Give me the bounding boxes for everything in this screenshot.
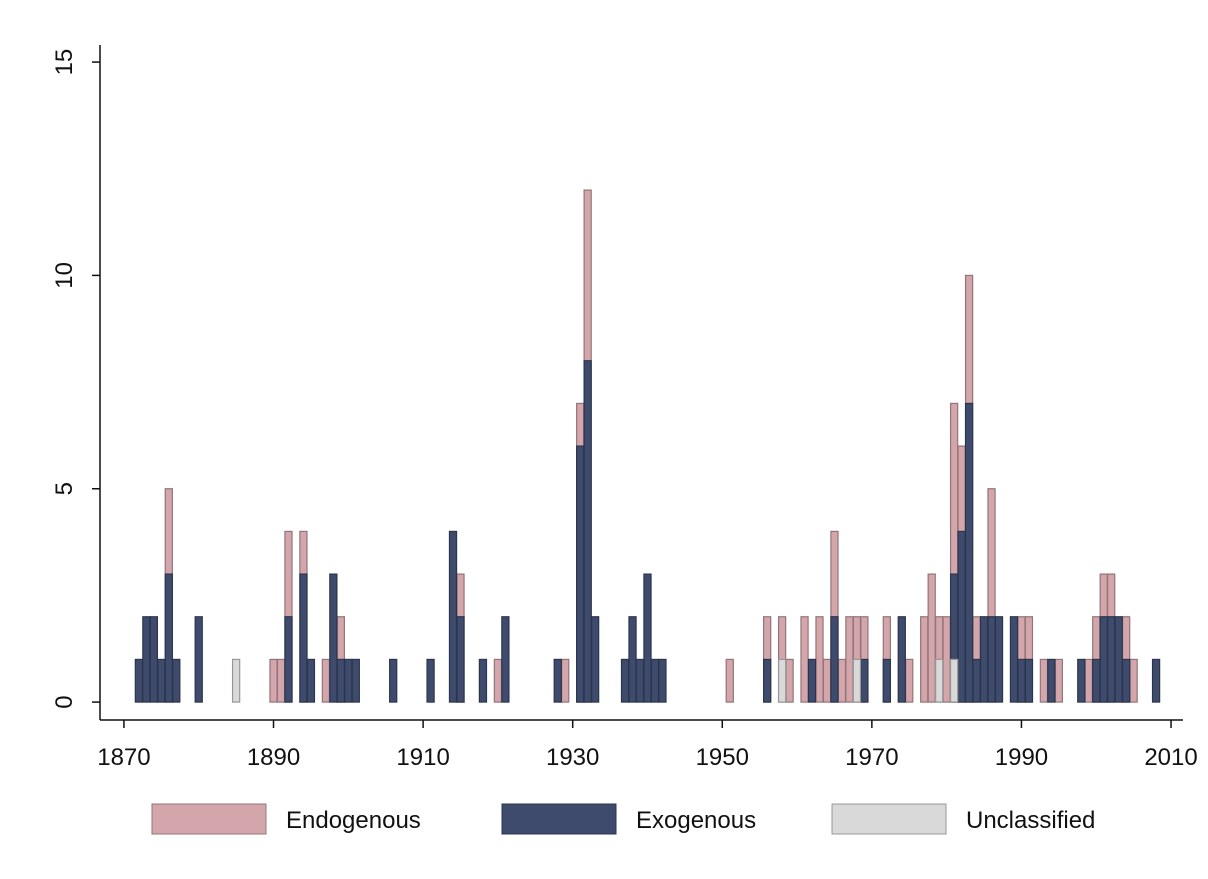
bar [456, 616, 465, 703]
bar [987, 616, 996, 703]
bar [164, 573, 173, 703]
bar [478, 658, 488, 703]
bar [1129, 658, 1138, 703]
bar [299, 573, 308, 703]
bar [1047, 658, 1056, 703]
bar [845, 616, 854, 703]
bar [957, 530, 966, 703]
bar [1151, 658, 1161, 703]
bar [389, 658, 398, 703]
bar [351, 658, 360, 703]
bar [590, 616, 600, 703]
y-tick-label: 15 [51, 49, 78, 76]
bar [643, 573, 652, 703]
bar [800, 616, 809, 703]
bar [905, 658, 914, 703]
bar [426, 658, 435, 703]
bar [1099, 616, 1108, 703]
bar [1024, 658, 1034, 703]
bar [157, 658, 166, 703]
bar [650, 658, 660, 703]
bar [276, 658, 286, 703]
bar [1084, 658, 1093, 703]
bar [979, 616, 989, 703]
bar [1054, 658, 1063, 703]
x-tick-label: 1930 [546, 744, 599, 771]
bar [284, 616, 293, 703]
bar [994, 616, 1004, 703]
bar [882, 658, 891, 703]
bar [172, 658, 181, 703]
bar [762, 658, 772, 703]
bar [583, 360, 592, 703]
bar [935, 658, 944, 703]
bar [942, 616, 951, 703]
bar [1077, 658, 1086, 703]
bar [1092, 658, 1101, 703]
bar [777, 658, 787, 703]
legend-swatch [151, 803, 267, 835]
x-tick-label: 1910 [396, 744, 449, 771]
bar [344, 658, 353, 703]
bar [329, 573, 338, 703]
bar [972, 658, 981, 703]
bar [815, 616, 824, 703]
x-tick-label: 1990 [995, 744, 1048, 771]
y-tick-label: 5 [51, 482, 78, 495]
bar [785, 658, 794, 703]
bar [725, 658, 734, 703]
bar [635, 658, 645, 703]
bar [269, 658, 278, 703]
bar [1114, 616, 1123, 703]
bar [628, 616, 637, 703]
bar [336, 658, 345, 703]
bar [553, 658, 562, 703]
bar [852, 658, 862, 703]
bar [149, 616, 159, 703]
bar [321, 658, 331, 703]
bar [964, 402, 974, 703]
legend-label: Endogenous [286, 807, 421, 834]
y-tick-label: 0 [51, 695, 78, 708]
bar [194, 616, 203, 703]
bar [658, 658, 667, 703]
bar [830, 616, 839, 703]
legend-label: Exogenous [636, 807, 756, 834]
legend-swatch [831, 803, 947, 835]
bar [860, 658, 869, 703]
bar [501, 616, 510, 703]
bar [920, 616, 929, 703]
bar [1009, 616, 1019, 703]
x-tick-label: 1970 [845, 744, 898, 771]
x-tick-label: 2010 [1144, 744, 1197, 771]
x-tick-label: 1950 [696, 744, 749, 771]
bar [837, 658, 847, 703]
bar [306, 658, 316, 703]
bar [897, 616, 906, 703]
bar [927, 573, 936, 703]
bar [448, 530, 458, 703]
bar [1039, 658, 1049, 703]
bar [1017, 658, 1026, 703]
bar [231, 658, 241, 703]
bar [493, 658, 503, 703]
bar [561, 658, 570, 703]
bar [949, 658, 959, 703]
bar [1122, 658, 1131, 703]
legend-swatch [501, 803, 617, 835]
bar [576, 445, 585, 703]
x-tick-label: 1870 [97, 744, 150, 771]
bar [822, 658, 832, 703]
bar [142, 616, 151, 703]
bar [1107, 616, 1116, 703]
x-tick-label: 1890 [247, 744, 300, 771]
bar [807, 658, 817, 703]
y-tick-label: 10 [51, 262, 78, 289]
legend-label: Unclassified [966, 807, 1095, 834]
bar [620, 658, 630, 703]
bar [134, 658, 144, 703]
